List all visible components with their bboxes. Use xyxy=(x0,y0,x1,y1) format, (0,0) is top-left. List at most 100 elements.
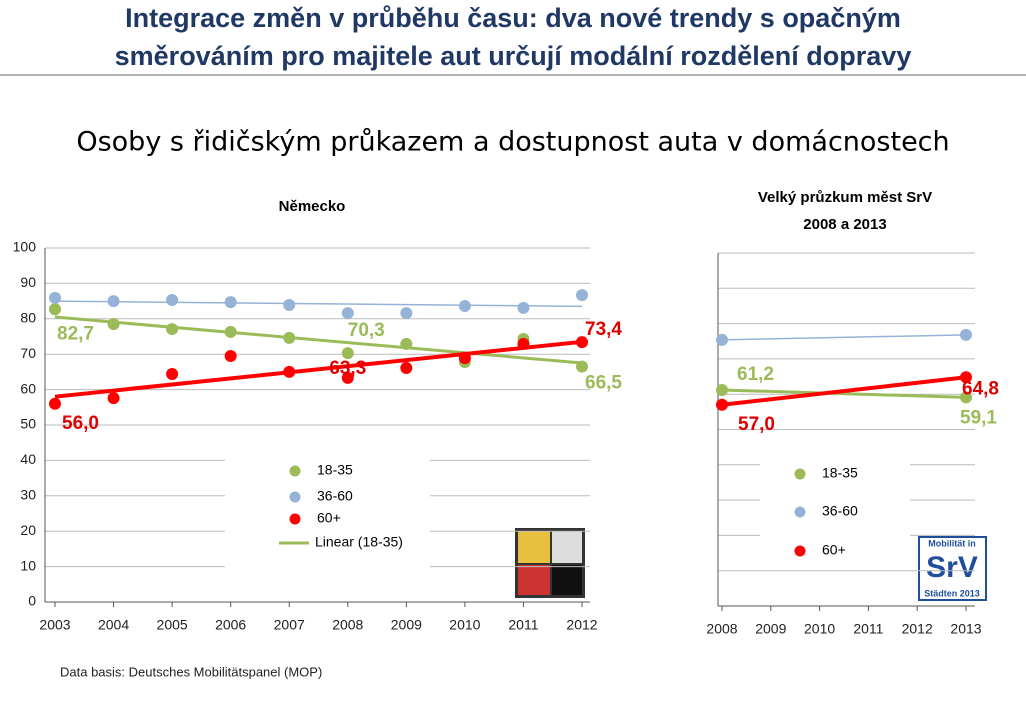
series-line xyxy=(721,334,967,341)
value-label: 59,1 xyxy=(960,407,997,428)
x-tick-label: 2004 xyxy=(98,617,129,633)
footer: Data basis: Deutsches Mobilitätspanel (M… xyxy=(60,664,322,679)
data-point xyxy=(458,352,471,365)
data-point xyxy=(283,298,296,311)
y-tick-label: 10 xyxy=(20,557,36,573)
y-tick-label: 0 xyxy=(28,593,36,609)
x-tick-label: 2012 xyxy=(566,617,597,633)
logo-text: Städten 2013 xyxy=(924,588,980,598)
y-tick-label: 60 xyxy=(20,380,36,396)
y-tick-label: 90 xyxy=(20,274,36,290)
data-point xyxy=(716,333,728,346)
x-tick-label: 2005 xyxy=(157,617,188,633)
data-point xyxy=(716,383,728,396)
y-tick-label: 30 xyxy=(20,487,36,503)
legend-label: 18-35 xyxy=(317,462,353,478)
data-point xyxy=(576,289,588,302)
data-point xyxy=(166,294,179,307)
mop-logo xyxy=(515,528,585,598)
series-line xyxy=(721,375,967,407)
data-point xyxy=(341,307,354,320)
x-tick-label: 2011 xyxy=(853,621,883,637)
data-point xyxy=(517,337,530,350)
chart-title: Velký průzkum měst SrV xyxy=(758,189,932,206)
x-tick-label: 2010 xyxy=(449,617,480,633)
series-line xyxy=(721,388,967,399)
data-point xyxy=(166,323,179,336)
subtitle: Osoby s řidičským průkazem a dostupnost … xyxy=(76,127,949,158)
data-point xyxy=(576,360,588,373)
value-label: 66,5 xyxy=(585,373,622,394)
legend-label: 36-60 xyxy=(317,488,353,504)
data-point xyxy=(224,349,237,362)
x-tick-label: 2008 xyxy=(332,617,363,633)
legend-marker xyxy=(794,468,806,480)
value-label: 57,0 xyxy=(738,414,775,435)
data-point xyxy=(224,296,237,309)
y-tick-label: 70 xyxy=(20,345,36,361)
legend-marker xyxy=(794,506,806,518)
x-tick-label: 2003 xyxy=(39,617,70,633)
data-point xyxy=(960,328,972,341)
value-label: 61,2 xyxy=(737,364,774,385)
legend-marker xyxy=(289,491,301,503)
legend-marker xyxy=(289,465,301,477)
data-point xyxy=(400,307,413,320)
data-point xyxy=(341,371,354,384)
data-point xyxy=(49,303,61,316)
y-tick-label: 80 xyxy=(20,310,36,326)
chart-title: Německo xyxy=(279,198,346,215)
x-tick-label: 2006 xyxy=(215,617,246,633)
x-tick-label: 2008 xyxy=(706,621,737,637)
legend-label: 36-60 xyxy=(822,503,858,519)
data-point xyxy=(107,318,120,331)
srv-logo: Mobilität in SrV Städten 2013 xyxy=(918,536,987,601)
legend-label: Linear (18-35) xyxy=(315,534,403,550)
x-tick-label: 2012 xyxy=(902,621,933,637)
slide-title: směrováním pro majitele aut určují modál… xyxy=(115,41,912,71)
data-point xyxy=(716,398,728,411)
x-tick-label: 2009 xyxy=(391,617,422,633)
x-tick-label: 2013 xyxy=(950,621,981,637)
data-point xyxy=(960,371,972,384)
data-point xyxy=(107,295,120,308)
legend-marker xyxy=(289,513,301,525)
data-point xyxy=(400,362,413,375)
logo-text: Mobilität in xyxy=(928,538,976,548)
data-point xyxy=(224,325,237,338)
data-point xyxy=(49,397,61,410)
value-label: 70,3 xyxy=(348,320,385,341)
data-point xyxy=(283,365,296,378)
slide-title: Integrace změn v průběhu času: dva nové … xyxy=(125,3,901,33)
y-tick-label: 20 xyxy=(20,522,36,538)
data-point xyxy=(283,331,296,344)
value-label: 63,3 xyxy=(329,358,366,379)
data-point xyxy=(576,336,588,349)
y-tick-label: 50 xyxy=(20,416,36,432)
y-tick-label: 40 xyxy=(20,451,36,467)
legend-label: 18-35 xyxy=(822,465,858,481)
data-point xyxy=(400,337,413,350)
x-tick-label: 2010 xyxy=(804,621,835,637)
value-label: 64,8 xyxy=(962,378,999,399)
trend-line xyxy=(54,339,583,399)
legend-label: 60+ xyxy=(822,542,846,558)
value-label: 73,4 xyxy=(585,319,622,340)
data-point xyxy=(458,300,471,313)
x-tick-label: 2009 xyxy=(755,621,786,637)
legend-marker xyxy=(794,545,806,557)
chart-title: 2008 a 2013 xyxy=(803,216,886,233)
data-point xyxy=(960,391,972,404)
data-point xyxy=(49,291,61,304)
legend-box xyxy=(225,455,430,570)
legend-label: 60+ xyxy=(317,510,341,526)
logo-text: SrV xyxy=(926,551,978,584)
value-label: 56,0 xyxy=(62,413,99,434)
data-point xyxy=(166,368,179,381)
x-tick-label: 2011 xyxy=(508,617,538,633)
data-point xyxy=(341,347,354,360)
value-label: 82,7 xyxy=(57,323,94,344)
x-tick-label: 2007 xyxy=(274,617,305,633)
